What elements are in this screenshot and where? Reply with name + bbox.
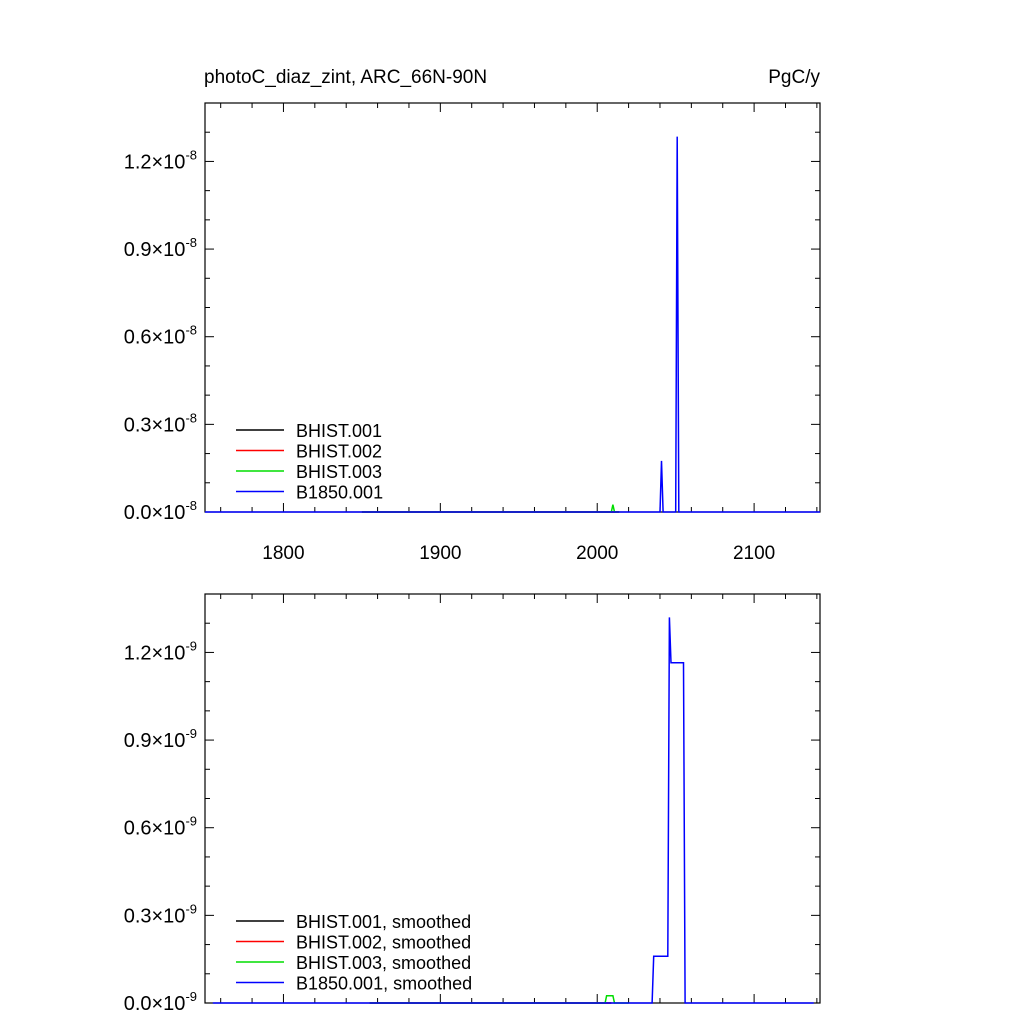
legend-label: BHIST.003	[296, 462, 382, 482]
legend-label: BHIST.003, smoothed	[296, 953, 471, 973]
y-tick-label: 0.6×10-9	[124, 814, 197, 840]
y-tick-label: 0.6×10-8	[124, 323, 197, 349]
x-tick-label: 2000	[576, 543, 618, 564]
y-tick-label: 0.3×10-8	[124, 410, 197, 436]
legend-label: B1850.001	[296, 483, 383, 503]
y-tick-label: 1.2×10-9	[124, 638, 197, 664]
plot-panel-2: 0.0×10-9 0.3×10-9 0.6×10-9 0.9×10-9 1.2×10-9…	[124, 593, 821, 1015]
legend-label: BHIST.001, smoothed	[296, 912, 471, 932]
x-tick-label: 1900	[419, 543, 461, 564]
y-tick-label: 0.0×10-9	[124, 989, 197, 1015]
x-tick-label: 1800	[262, 543, 304, 564]
legend-label: BHIST.002, smoothed	[296, 933, 471, 953]
y-tick-label: 0.9×10-8	[124, 235, 197, 261]
y-tick-label: 0.0×10-8	[124, 498, 197, 524]
x-tick-label: 2100	[733, 543, 775, 564]
plot-panels: 1800 1900 2000 2100 0.0×10-8 0.3×10-8 0.6×10-8…	[124, 102, 821, 1015]
series-line-b1850-001	[205, 136, 820, 513]
units-label: PgC/y	[768, 67, 820, 88]
series-line-bhist-003	[361, 504, 620, 513]
plot-panel-1: 1800 1900 2000 2100 0.0×10-8 0.3×10-8 0.6×10-8…	[124, 102, 821, 564]
legend-label: BHIST.001	[296, 421, 382, 441]
y-tick-label: 0.9×10-9	[124, 726, 197, 752]
y-tick-label: 1.2×10-8	[124, 147, 197, 173]
page-title: photoC_diaz_zint, ARC_66N-90N	[204, 67, 487, 88]
legend-label: BHIST.002	[296, 442, 382, 462]
y-tick-label: 0.3×10-9	[124, 901, 197, 927]
legend-label: B1850.001, smoothed	[296, 974, 472, 994]
series-line-b1850-001	[212, 617, 814, 1004]
